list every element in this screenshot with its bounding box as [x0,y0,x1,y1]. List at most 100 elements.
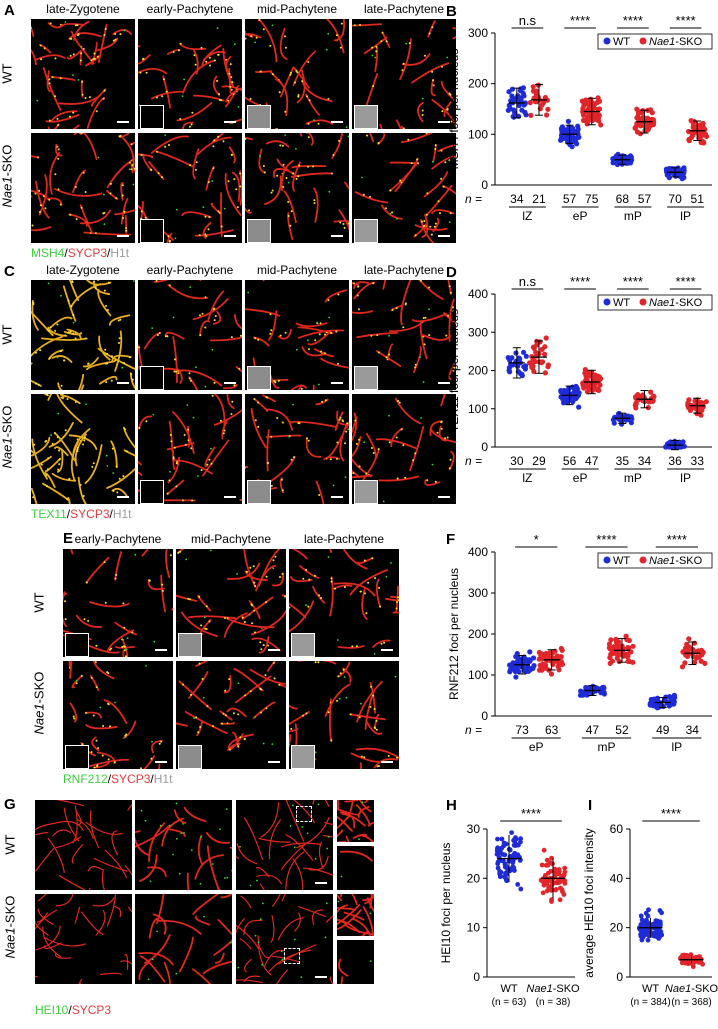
legend-box [597,294,713,311]
stain-label: SYCP3 [71,1003,112,1017]
stain-label: / [107,772,112,786]
data-point [536,649,543,656]
sig-label: **** [676,13,696,28]
n-prefix: n = [465,454,482,468]
n-label: 21 [532,192,546,206]
data-point [530,344,537,350]
scale-bar [117,496,129,498]
data-point [562,869,568,875]
data-point [575,126,581,132]
data-point [497,874,503,880]
data-point [591,374,597,380]
data-point [518,371,524,377]
data-point [664,166,670,172]
y-tick-label: 0 [473,970,480,984]
data-point [623,652,629,659]
data-point [651,696,657,702]
n-label: 52 [615,723,629,737]
data-point [530,84,536,90]
group-label: eP [573,471,588,485]
data-point [535,82,541,88]
legend-marker [639,556,647,564]
h1t-inset [354,480,378,504]
micrograph [245,394,349,504]
h1t-inset [140,105,164,129]
data-point [698,412,704,418]
micrograph [236,894,333,984]
scale-bar [315,976,327,978]
micrograph [135,800,232,890]
legend-label: Nae1-SKO [649,36,703,48]
n-label: 36 [668,454,682,468]
data-point [684,641,690,647]
n-prefix: n = [465,723,482,737]
data-point [672,694,678,701]
scale-bar [315,882,327,884]
data-point [614,161,621,167]
data-point [530,364,536,371]
stain-legend: RNF212/SYCP3/H1t [63,772,172,786]
h1t-inset [354,219,378,243]
y-tick-label: 0 [481,709,488,723]
data-point [518,839,523,845]
group-label: eP [573,209,588,223]
stage-label: early-Pachytene [74,532,162,546]
data-point [527,100,533,106]
n-label: 68 [616,192,630,206]
data-point [516,355,522,361]
data-point [566,385,572,391]
n-label: 34 [686,723,700,737]
y-tick-label: 100 [468,402,488,416]
group-label: mP [598,740,616,754]
data-point [513,350,519,356]
data-point [558,879,563,884]
data-point [606,641,613,647]
y-tick-label: 400 [468,545,488,559]
n-label: 75 [585,192,599,206]
data-point [503,861,508,867]
data-point [686,959,691,965]
data-point [507,662,513,668]
sig-label: **** [667,532,687,547]
n-label: (n = 368) [671,997,711,1008]
data-point [560,396,566,403]
y-tick-label: 0 [481,440,488,454]
micrograph [63,661,173,769]
data-point [679,664,686,670]
micrograph [31,394,135,504]
y-tick-label: 0 [616,970,623,984]
y-axis-label: RNF212 foci per nucleus [447,568,461,700]
chart-i: I 0 20 40 60 average HEI10 foci intensity WT (n… [582,797,718,1008]
data-point [700,649,706,656]
chart-h: H 0 10 20 30 HEI10 foci per nucleus WT (n = 63)… [439,797,580,1008]
data-point [518,886,524,892]
n-label: 30 [510,454,524,468]
sig-label: **** [570,13,590,28]
legend-label: Nae1-SKO [649,555,703,567]
data-point [615,642,621,649]
sig-label: **** [596,532,616,547]
stain-label: / [68,1003,72,1017]
data-point [558,661,564,667]
data-point [633,401,639,407]
scale-bar [224,235,236,237]
stage-label: late-Pachytene [303,532,385,546]
category-label: WT [642,983,659,995]
data-point [624,637,630,643]
stain-label: H1t [110,246,130,260]
data-point [531,368,537,374]
data-point [693,655,700,661]
micrograph [289,661,399,769]
data-point [542,370,549,376]
group-label: lP [680,471,691,485]
data-point [639,937,645,943]
stage-label: late-Pachytene [363,2,445,16]
data-point [552,868,558,873]
group-label: eP [529,740,544,754]
data-point [645,927,650,933]
data-point [565,118,572,124]
sig-label: **** [623,13,643,28]
data-point [700,400,706,406]
micrograph [245,280,349,390]
h1t-inset [291,745,315,769]
